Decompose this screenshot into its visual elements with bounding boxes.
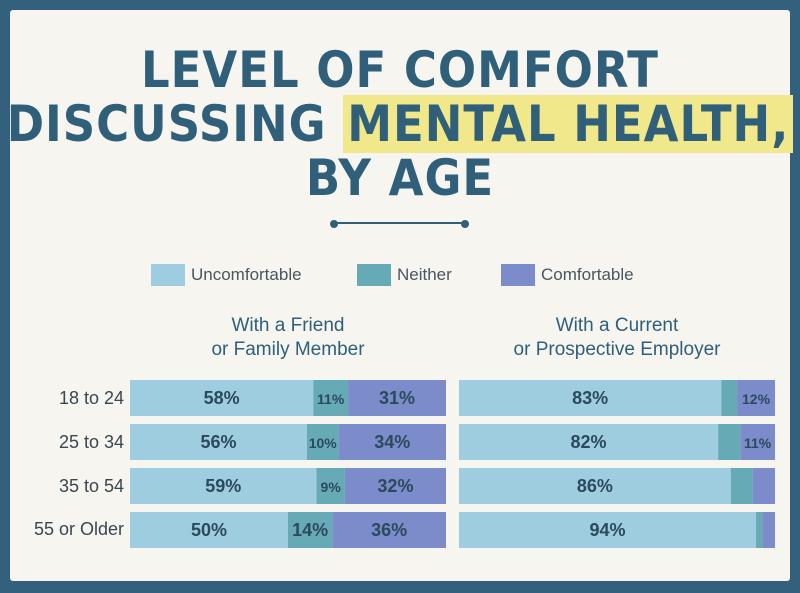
panel-title-employer: With a Current or Prospective Employer [459, 314, 775, 362]
bar-label-p1-r2-uncomfortable: 56% [200, 432, 236, 452]
bar-segment-p2-r3-comfortable [752, 468, 775, 504]
bar-segment-p1-r1-uncomfortable [130, 380, 314, 416]
title-highlight: MENTAL HEALTH, [343, 95, 794, 153]
bar-label-p2-r4-uncomfortable: 94% [590, 520, 626, 540]
legend-swatch-uncomfortable [151, 264, 185, 286]
row-label-35-54: 35 to 54 [58, 476, 124, 496]
bar-label-p1-r2-comfortable: 34% [374, 432, 410, 452]
legend-label-neither: Neither [397, 265, 452, 284]
bar-segment-p2-r4-uncomfortable [459, 512, 757, 548]
bar-segment-p2-r2-uncomfortable [459, 424, 719, 460]
bar-segment-p2-r1-neither [721, 380, 738, 416]
title-line-1: LEVEL OF COMFORT [141, 41, 659, 99]
bar-segment-p2-r3-uncomfortable [459, 468, 731, 504]
bar-segment-p1-r4-neither [288, 512, 333, 548]
bar-label-p1-r3-neither: 9% [321, 479, 342, 495]
bar-segment-p1-r3-comfortable [344, 468, 446, 504]
bar-segment-p2-r4-neither [756, 512, 763, 548]
legend-swatch-comfortable [501, 264, 535, 286]
bar-segment-p1-r4-comfortable [332, 512, 446, 548]
bar-segment-p2-r3-neither [730, 468, 753, 504]
bar-label-p1-r4-comfortable: 36% [371, 520, 407, 540]
row-label-18-24: 18 to 24 [58, 388, 124, 408]
legend-item-neither: Neither [357, 264, 452, 286]
bar-label-p1-r4-uncomfortable: 50% [191, 520, 227, 540]
panel-title-friend-line2: or Family Member [211, 339, 365, 360]
bar-segment-p2-r2-neither [718, 424, 741, 460]
panel-title-employer-line2: or Prospective Employer [513, 339, 721, 360]
bar-segment-p1-r2-uncomfortable [130, 424, 307, 460]
chart-legend: Uncomfortable Neither Comfortable [0, 264, 800, 290]
row-label-55-older: 55 or Older [33, 519, 124, 539]
title-line-3: BY AGE [305, 149, 495, 207]
title-line-2: DISCUSSING MENTAL HEALTH, [0, 95, 800, 153]
divider-dot-right [461, 220, 469, 228]
bar-segment-p2-r4-comfortable [762, 512, 775, 548]
panel-title-friend: With a Friend or Family Member [130, 314, 446, 362]
divider-dot-left [330, 220, 338, 228]
bar-segment-p1-r2-neither [306, 424, 339, 460]
bar-label-p2-r2-uncomfortable: 82% [571, 432, 607, 452]
bar-label-p1-r4-neither: 14% [292, 520, 328, 540]
bar-segment-p1-r1-comfortable [348, 380, 446, 416]
panel-title-friend-line1: With a Friend [231, 315, 345, 336]
bar-label-p2-r3-uncomfortable: 86% [577, 476, 613, 496]
bar-label-p1-r3-comfortable: 32% [377, 476, 413, 496]
bar-segment-p1-r4-uncomfortable [130, 512, 288, 548]
bar-label-p1-r1-comfortable: 31% [379, 388, 415, 408]
legend-label-uncomfortable: Uncomfortable [191, 265, 302, 284]
title-divider [333, 222, 465, 224]
legend-item-comfortable: Comfortable [501, 264, 634, 286]
bar-segment-p2-r2-comfortable [740, 424, 775, 460]
title-line-2-text: DISCUSSING [6, 95, 344, 153]
bar-label-p1-r2-neither: 10% [309, 435, 338, 451]
bar-label-p2-r2-comfortable: 11% [744, 435, 772, 451]
bar-label-p1-r3-uncomfortable: 59% [205, 476, 241, 496]
bar-segment-p1-r3-uncomfortable [130, 468, 317, 504]
bar-label-p1-r1-neither: 11% [317, 391, 345, 407]
row-label-25-34: 25 to 34 [58, 432, 124, 452]
panel-title-employer-line1: With a Current [555, 315, 679, 336]
bar-segment-p2-r1-uncomfortable [459, 380, 722, 416]
bar-segment-p1-r1-neither [313, 380, 349, 416]
bar-label-p2-r1-comfortable: 12% [742, 391, 771, 407]
bar-segment-p1-r3-neither [316, 468, 345, 504]
bar-segment-p1-r2-comfortable [338, 424, 446, 460]
bar-label-p1-r1-uncomfortable: 58% [204, 388, 240, 408]
legend-item-uncomfortable: Uncomfortable [151, 264, 302, 286]
legend-swatch-neither [357, 264, 391, 286]
bar-segment-p2-r1-comfortable [737, 380, 775, 416]
legend-label-comfortable: Comfortable [541, 265, 634, 284]
bar-label-p2-r1-uncomfortable: 83% [572, 388, 608, 408]
